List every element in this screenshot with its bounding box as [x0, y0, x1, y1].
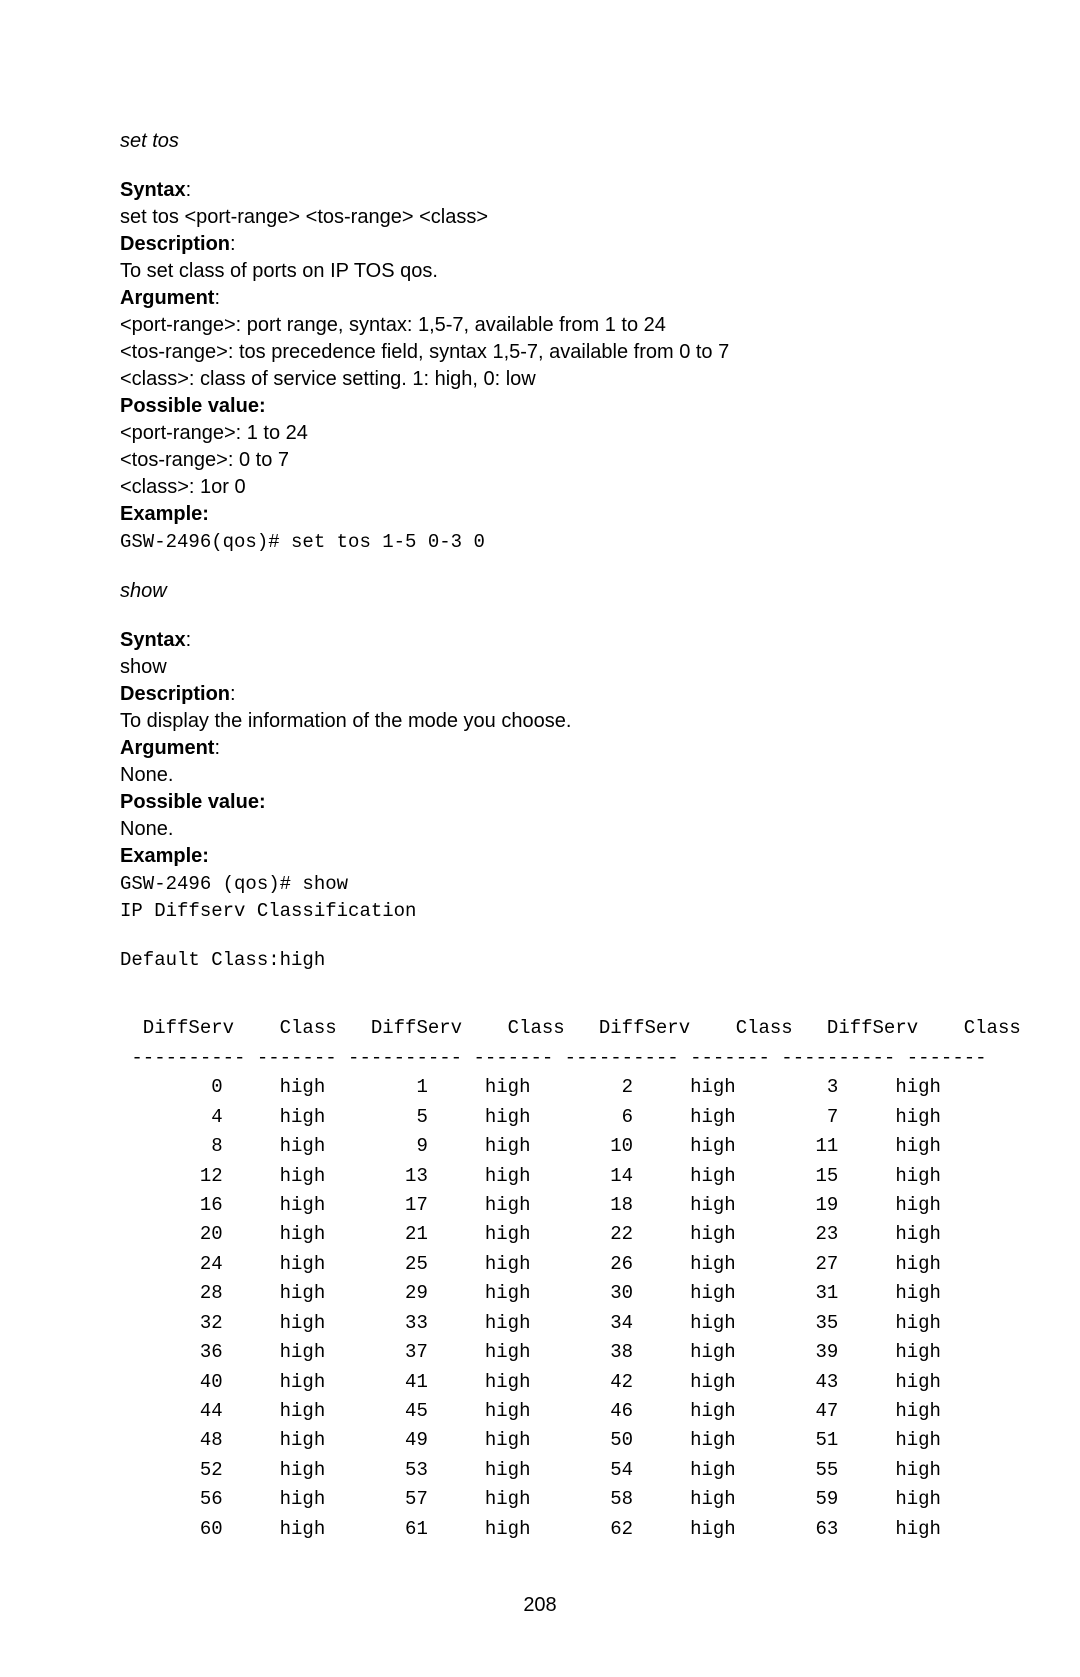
page-number: 208 — [120, 1594, 960, 1617]
table-row: 60 high 61 high 62 high 63 high — [120, 1518, 941, 1540]
table-row: 44 high 45 high 46 high 47 high — [120, 1400, 941, 1422]
example-line: IP Diffserv Classification — [120, 900, 416, 922]
table-divider: ---------- ------- ---------- ------- --… — [120, 1047, 987, 1069]
table-row: 12 high 13 high 14 high 15 high — [120, 1165, 941, 1187]
description-label: Description — [120, 233, 230, 255]
description-text: To display the information of the mode y… — [120, 710, 571, 732]
colon: : — [230, 233, 236, 255]
table-row: 32 high 33 high 34 high 35 high — [120, 1312, 941, 1334]
table-row: 16 high 17 high 18 high 19 high — [120, 1194, 941, 1216]
description-text: To set class of ports on IP TOS qos. — [120, 260, 438, 282]
colon: : — [230, 683, 236, 705]
syntax-text: show — [120, 656, 167, 678]
command-title-set-tos: set tos — [120, 130, 960, 153]
show-section: Syntax: show Description: To display the… — [120, 627, 960, 925]
example-label: Example: — [120, 845, 209, 867]
argument-line: <port-range>: port range, syntax: 1,5-7,… — [120, 314, 666, 336]
table-row: 56 high 57 high 58 high 59 high — [120, 1488, 941, 1510]
possible-value-line: <tos-range>: 0 to 7 — [120, 449, 289, 471]
table-header: DiffServ Class DiffServ Class DiffServ C… — [120, 1017, 1021, 1039]
argument-line: <class>: class of service setting. 1: hi… — [120, 368, 536, 390]
command-title-show: show — [120, 580, 960, 603]
table-row: 24 high 25 high 26 high 27 high — [120, 1253, 941, 1275]
diffserv-table: DiffServ Class DiffServ Class DiffServ C… — [120, 985, 960, 1544]
example-line: GSW-2496(qos)# set tos 1-5 0-3 0 — [120, 531, 485, 553]
table-row: 40 high 41 high 42 high 43 high — [120, 1371, 941, 1393]
page-content: set tos Syntax: set tos <port-range> <to… — [0, 0, 1080, 1677]
possible-value-text: None. — [120, 818, 173, 840]
default-class-line: Default Class:high — [120, 949, 960, 971]
colon: : — [186, 179, 192, 201]
possible-value-label: Possible value: — [120, 791, 266, 813]
argument-line: <tos-range>: tos precedence field, synta… — [120, 341, 729, 363]
description-label: Description — [120, 683, 230, 705]
table-row: 4 high 5 high 6 high 7 high — [120, 1106, 941, 1128]
table-row: 0 high 1 high 2 high 3 high — [120, 1076, 941, 1098]
table-row: 36 high 37 high 38 high 39 high — [120, 1341, 941, 1363]
possible-value-label: Possible value: — [120, 395, 266, 417]
argument-text: None. — [120, 764, 173, 786]
possible-value-line: <class>: 1or 0 — [120, 476, 246, 498]
colon: : — [214, 287, 220, 309]
syntax-text: set tos <port-range> <tos-range> <class> — [120, 206, 488, 228]
example-line: GSW-2496 (qos)# show — [120, 873, 348, 895]
set-tos-section: Syntax: set tos <port-range> <tos-range>… — [120, 177, 960, 556]
example-label: Example: — [120, 503, 209, 525]
table-row: 20 high 21 high 22 high 23 high — [120, 1223, 941, 1245]
table-row: 28 high 29 high 30 high 31 high — [120, 1282, 941, 1304]
table-row: 52 high 53 high 54 high 55 high — [120, 1459, 941, 1481]
syntax-label: Syntax — [120, 179, 186, 201]
argument-label: Argument — [120, 737, 214, 759]
possible-value-line: <port-range>: 1 to 24 — [120, 422, 308, 444]
syntax-label: Syntax — [120, 629, 186, 651]
argument-label: Argument — [120, 287, 214, 309]
table-row: 8 high 9 high 10 high 11 high — [120, 1135, 941, 1157]
table-row: 48 high 49 high 50 high 51 high — [120, 1429, 941, 1451]
colon: : — [214, 737, 220, 759]
colon: : — [186, 629, 192, 651]
